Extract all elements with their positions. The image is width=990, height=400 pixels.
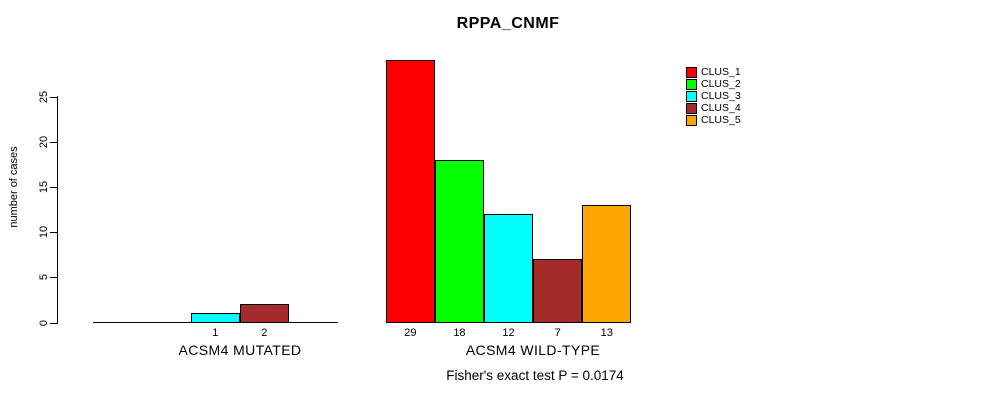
y-axis-tick-label: 25 <box>38 90 50 103</box>
y-axis-tick-label: 0 <box>38 319 50 326</box>
bar-value-label: 29 <box>404 327 417 339</box>
y-axis-tick-label: 20 <box>38 135 50 148</box>
bar-clus_4 <box>239 304 289 323</box>
bar-value-label: 1 <box>212 327 219 339</box>
legend-label: CLUS_1 <box>701 66 741 78</box>
bar-clus_4 <box>533 259 583 323</box>
y-axis-tick <box>50 96 58 98</box>
legend-item: CLUS_5 <box>686 114 741 126</box>
y-axis-tick <box>50 322 58 324</box>
legend-swatch-clus_4 <box>686 102 697 114</box>
bar-clus_2 <box>434 159 484 323</box>
bar-clus_3 <box>190 313 240 323</box>
legend-label: CLUS_4 <box>701 102 741 114</box>
y-axis-line <box>57 96 58 323</box>
bar-clus_1 <box>385 60 435 323</box>
legend-label: CLUS_3 <box>701 90 741 102</box>
legend-swatch-clus_2 <box>686 78 697 90</box>
legend-label: CLUS_5 <box>701 114 741 126</box>
chart-title: RPPA_CNMF <box>456 15 560 32</box>
bar-value-label: 13 <box>600 327 613 339</box>
bar-value-label: 12 <box>502 327 515 339</box>
bar-clus_3 <box>484 214 534 323</box>
group-label: ACSM4 MUTATED <box>178 342 302 358</box>
y-axis-tick-label: 5 <box>38 274 50 281</box>
bar-value-label: 2 <box>261 327 268 339</box>
bar-value-label: 18 <box>453 327 466 339</box>
y-axis-title: number of cases <box>8 146 20 228</box>
bar-value-label: 7 <box>554 327 561 339</box>
legend-item: CLUS_2 <box>686 78 741 90</box>
legend-swatch-clus_5 <box>686 114 697 126</box>
legend-item: CLUS_3 <box>686 90 741 102</box>
y-axis-tick-label: 10 <box>38 225 50 239</box>
fisher-test-annotation: Fisher's exact test P = 0.0174 <box>446 368 624 383</box>
y-axis-tick <box>50 232 58 234</box>
legend-item: CLUS_1 <box>686 66 741 78</box>
y-axis-tick <box>50 277 58 279</box>
y-axis-tick <box>50 186 58 188</box>
legend-swatch-clus_1 <box>686 66 697 78</box>
legend: CLUS_1 CLUS_2 CLUS_3 CLUS_4 CLUS_5 <box>686 66 741 126</box>
legend-label: CLUS_2 <box>701 78 741 90</box>
y-axis-tick <box>50 141 58 143</box>
legend-item: CLUS_4 <box>686 102 741 114</box>
legend-swatch-clus_3 <box>686 90 697 102</box>
bar-clus_5 <box>582 204 632 323</box>
group-label: ACSM4 WILD-TYPE <box>465 342 601 358</box>
y-axis-tick-label: 15 <box>38 180 50 194</box>
